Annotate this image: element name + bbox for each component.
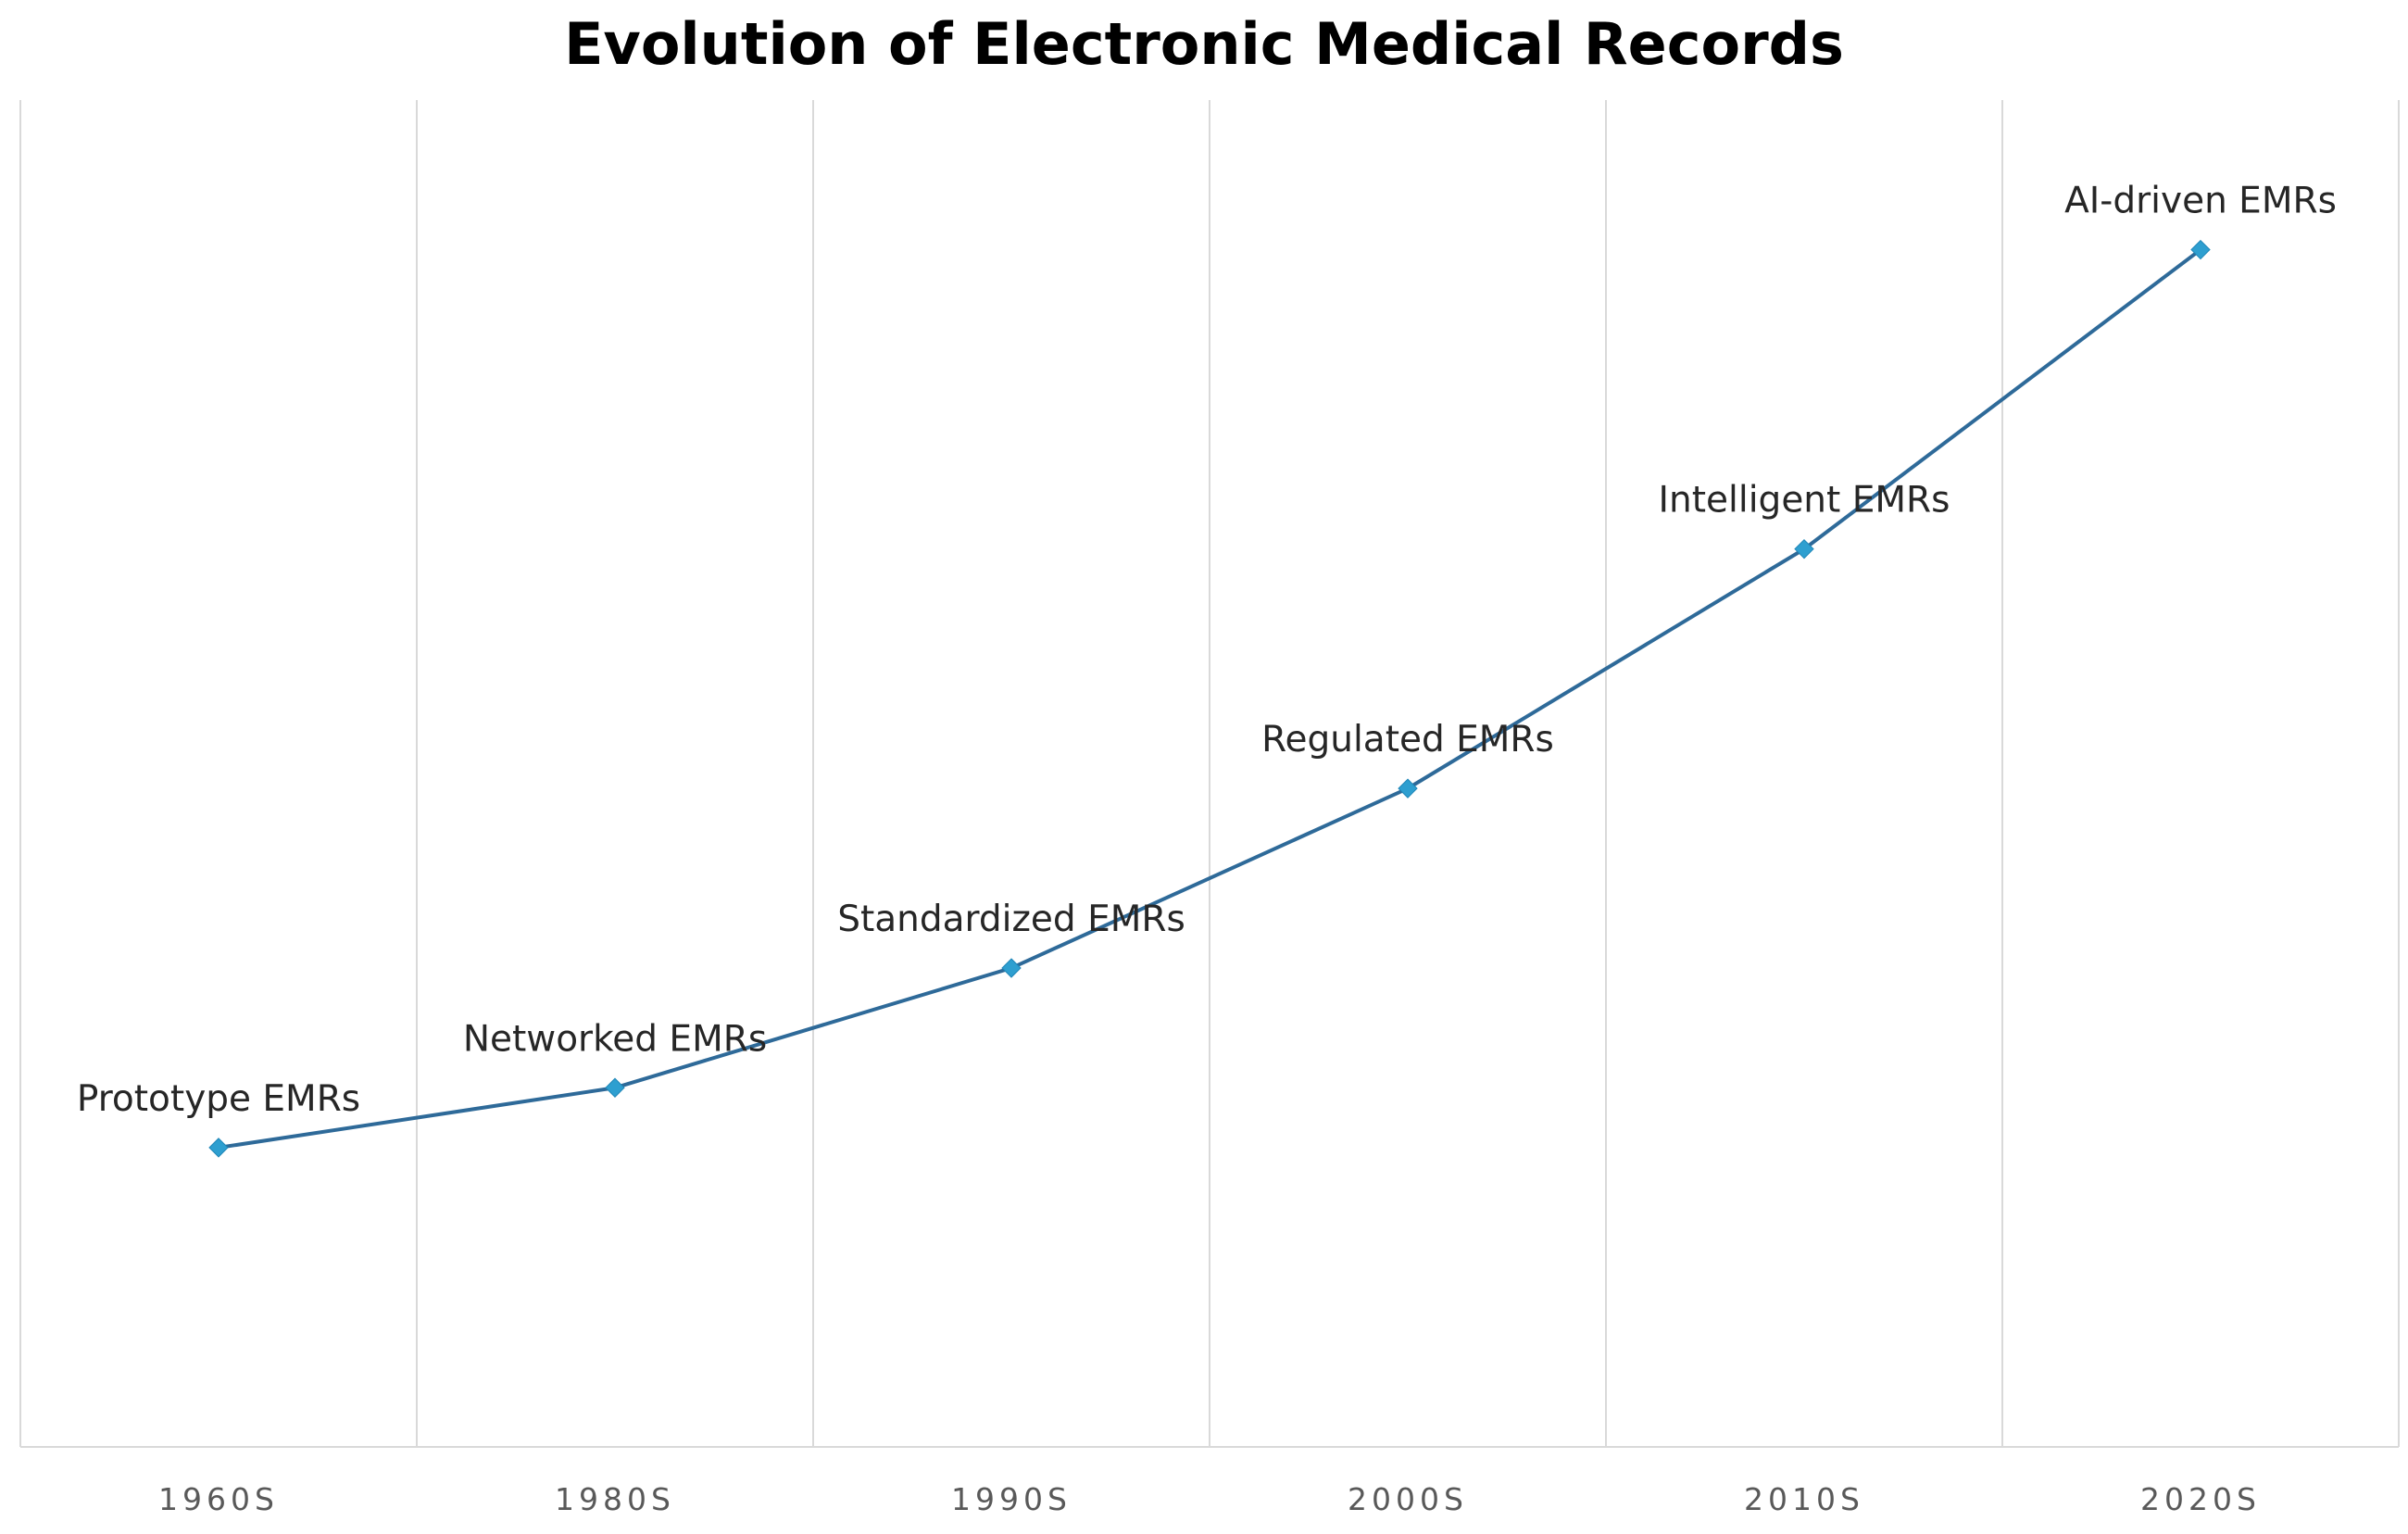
data-point-marker [2190,239,2211,260]
data-label: Standardized EMRs [837,899,1185,940]
x-tick-label: 2000S [1348,1481,1468,1517]
data-point-marker [1001,958,1022,978]
data-label: AI-driven EMRs [2064,181,2337,222]
data-labels: Prototype EMRs Networked EMRs Standardized… [77,181,2337,1120]
data-label: Prototype EMRs [77,1078,360,1120]
x-tick-label: 1960S [158,1481,279,1517]
x-axis: 1960S 1980S 1990S 2000S 2010S 2020S [20,1446,2399,1517]
data-label: Networked EMRs [463,1018,767,1060]
x-tick-label: 2010S [1744,1481,1864,1517]
data-label: Intelligent EMRs [1659,480,1950,522]
data-point-marker [1398,778,1418,798]
series-layer [208,239,2211,1158]
data-point-marker [208,1138,229,1158]
series-line [218,247,2202,1150]
x-tick-label: 1980S [555,1481,675,1517]
data-point-marker [605,1077,625,1098]
chart-title: Evolution of Electronic Medical Records [564,10,1844,78]
x-tick-label: 1990S [951,1481,1072,1517]
data-label: Regulated EMRs [1261,719,1554,761]
x-tick-label: 2020S [2140,1481,2261,1517]
data-point-marker [1794,538,1814,560]
grid-layer [19,100,2400,1447]
